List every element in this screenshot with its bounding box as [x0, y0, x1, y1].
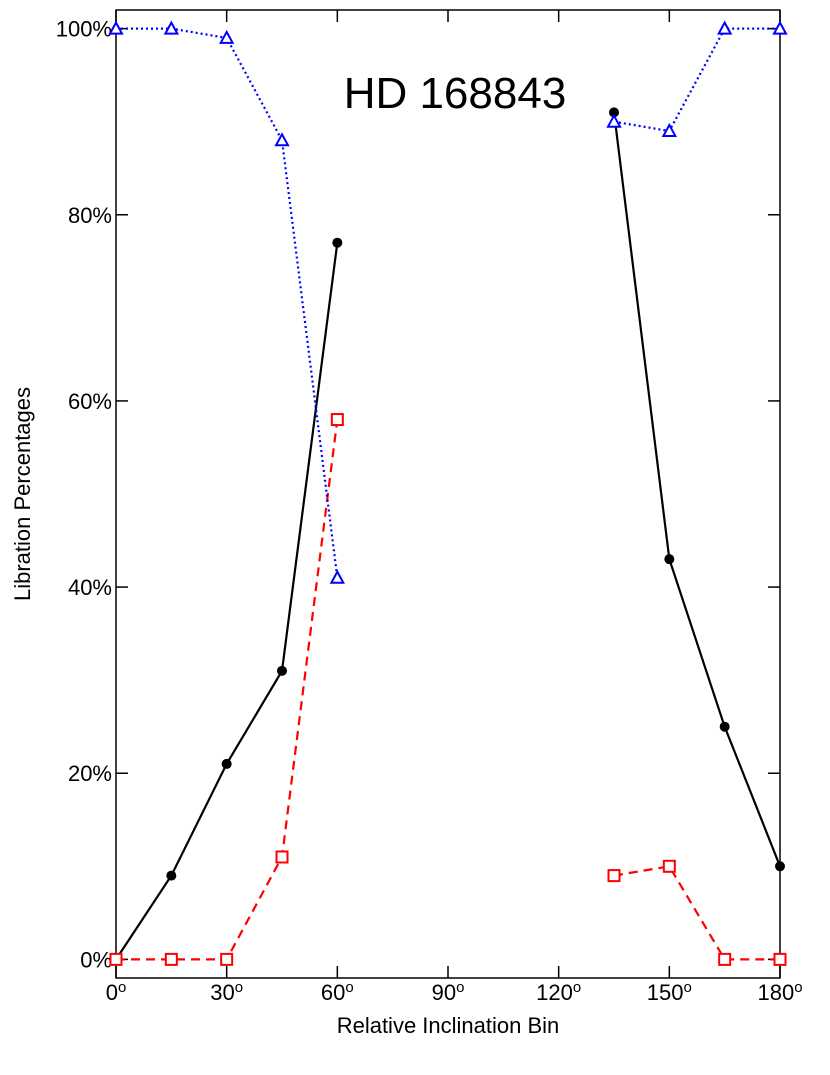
data-point	[332, 237, 343, 248]
x-tick-degree: o	[456, 979, 464, 996]
series-line	[613, 865, 780, 961]
y-tick-label: 20%	[68, 761, 112, 786]
y-axis-title: Libration Percentages	[10, 387, 35, 601]
data-point	[109, 952, 123, 966]
data-point	[108, 20, 124, 35]
x-tick-label: 180o	[757, 979, 802, 1005]
data-point	[718, 952, 732, 966]
data-point	[164, 952, 178, 966]
data-point	[329, 569, 346, 584]
x-tick-degree: o	[118, 979, 126, 996]
x-tick-label: 30o	[210, 979, 243, 1005]
x-tick-degree: o	[345, 979, 353, 996]
data-point	[274, 132, 290, 147]
x-axis-title: Relative Inclination Bin	[337, 1013, 560, 1038]
series-line	[115, 242, 339, 960]
data-point	[275, 850, 289, 864]
x-tick-label: 90o	[432, 979, 465, 1005]
x-tick-degree: o	[235, 979, 243, 996]
data-point	[773, 952, 787, 966]
data-point	[775, 861, 785, 872]
series-square	[109, 413, 787, 966]
series-circle	[111, 107, 785, 965]
data-point	[330, 413, 344, 427]
data-point	[606, 113, 622, 128]
series-layer	[108, 20, 788, 966]
data-point	[277, 665, 287, 676]
data-point	[220, 952, 234, 966]
data-point	[609, 107, 619, 118]
x-tick-degree: o	[794, 979, 802, 996]
x-tick-label: 150o	[647, 979, 692, 1005]
chart-title: HD 168843	[344, 69, 567, 118]
data-point	[607, 869, 621, 883]
data-point	[716, 20, 733, 35]
x-tick-label: 60o	[321, 979, 354, 1005]
x-tick-value: 120	[536, 980, 573, 1005]
x-tick-degree: o	[684, 979, 692, 996]
series-line	[612, 112, 782, 867]
y-tick-label: 100%	[56, 17, 112, 42]
y-tick-label: 40%	[68, 575, 112, 600]
x-tick-value: 90	[432, 980, 456, 1005]
x-tick-value: 180	[757, 980, 794, 1005]
data-point	[221, 758, 232, 769]
series-line	[613, 27, 780, 133]
series-triangle	[108, 20, 788, 584]
x-tick-degree: o	[573, 979, 581, 996]
x-tick-value: 0	[106, 980, 118, 1005]
y-tick-label: 0%	[80, 947, 112, 972]
axis-ticks: 0o 30o 60o 90o 120o 150o 180o0%20%40%60%80%100…	[56, 10, 803, 1005]
x-tick-value: 60	[321, 980, 345, 1005]
x-tick-label: 0o	[106, 979, 127, 1005]
data-point	[218, 29, 235, 44]
y-tick-label: 80%	[68, 203, 112, 228]
y-tick-label: 60%	[68, 389, 112, 414]
data-point	[166, 870, 177, 881]
data-point	[163, 20, 180, 35]
x-tick-label: 120o	[536, 979, 581, 1005]
data-point	[772, 20, 788, 35]
data-point	[719, 721, 730, 732]
x-tick-value: 150	[647, 980, 684, 1005]
data-point	[664, 554, 675, 565]
data-point	[662, 859, 676, 873]
plot-frame	[115, 9, 781, 979]
data-point	[661, 122, 678, 137]
x-tick-value: 30	[210, 980, 234, 1005]
